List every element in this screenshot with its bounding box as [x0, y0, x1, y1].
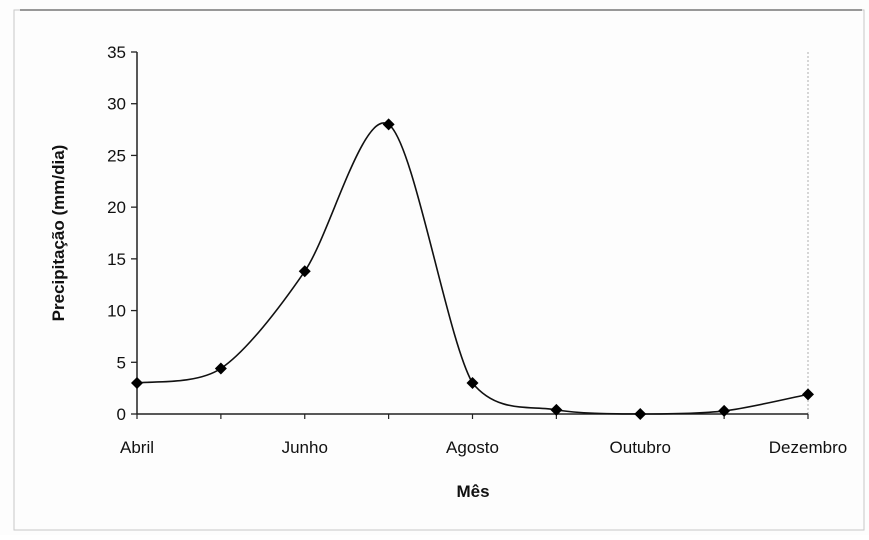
y-tick-label: 25 — [107, 146, 126, 165]
y-tick-label: 5 — [117, 353, 126, 372]
x-tick-label: Abril — [120, 438, 154, 457]
data-point-marker — [466, 376, 479, 389]
data-point-marker — [802, 388, 814, 401]
data-point-marker — [298, 265, 311, 278]
data-point-markers — [131, 118, 814, 420]
data-point-marker — [718, 404, 731, 417]
y-tick-label: 35 — [107, 43, 126, 62]
data-point-marker — [382, 118, 395, 131]
y-tick-label: 10 — [107, 302, 126, 321]
x-tick-label: Outubro — [610, 438, 671, 457]
y-axis-title: Precipitação (mm/dia) — [49, 145, 68, 322]
y-tick-label: 0 — [117, 405, 126, 424]
x-tick-label: Agosto — [446, 438, 499, 457]
precipitation-series-line — [136, 122, 809, 415]
data-point-marker — [214, 362, 227, 375]
x-axis-title: Mês — [456, 482, 489, 501]
data-point-marker — [550, 403, 563, 416]
y-tick-label: 30 — [107, 95, 126, 114]
x-axis-ticks: Abril Junho Agosto Outubro Dezembro — [120, 414, 847, 457]
data-point-marker — [634, 408, 647, 420]
y-tick-label: 20 — [107, 198, 126, 217]
x-tick-label: Dezembro — [769, 438, 847, 457]
x-tick-label: Junho — [282, 438, 328, 457]
data-point-marker — [131, 376, 143, 389]
y-tick-label: 15 — [107, 250, 126, 269]
y-axis-ticks: 0 5 10 15 20 25 30 35 — [107, 43, 137, 424]
